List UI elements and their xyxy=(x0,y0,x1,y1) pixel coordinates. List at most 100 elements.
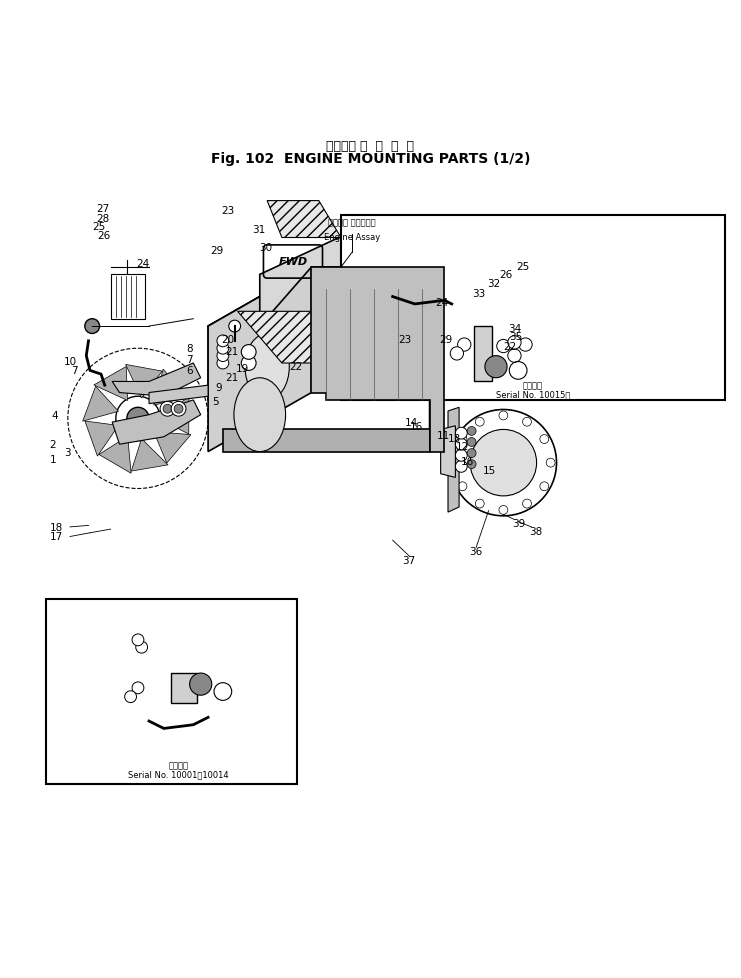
Text: 16: 16 xyxy=(410,422,423,431)
Circle shape xyxy=(470,430,536,497)
Circle shape xyxy=(508,336,521,349)
Circle shape xyxy=(451,347,464,361)
Text: 8: 8 xyxy=(186,344,193,354)
Circle shape xyxy=(458,338,471,352)
Text: Fig. 102  ENGINE MOUNTING PARTS (1/2): Fig. 102 ENGINE MOUNTING PARTS (1/2) xyxy=(210,152,531,165)
Circle shape xyxy=(485,356,507,378)
Text: 13: 13 xyxy=(448,434,461,444)
Circle shape xyxy=(456,427,468,439)
Text: 20: 20 xyxy=(222,335,234,345)
Text: 24: 24 xyxy=(436,298,449,308)
Circle shape xyxy=(127,408,149,430)
Text: 7: 7 xyxy=(186,355,193,365)
Circle shape xyxy=(163,405,172,414)
Text: 5: 5 xyxy=(212,397,219,407)
Circle shape xyxy=(124,691,136,703)
Text: 34: 34 xyxy=(508,324,522,333)
Circle shape xyxy=(217,343,229,355)
Circle shape xyxy=(475,500,484,509)
Text: 38: 38 xyxy=(529,526,542,536)
Text: 36: 36 xyxy=(469,547,482,556)
Text: 37: 37 xyxy=(402,556,416,565)
Ellipse shape xyxy=(234,378,285,452)
Text: 29: 29 xyxy=(439,335,453,345)
Polygon shape xyxy=(171,674,197,703)
Polygon shape xyxy=(85,422,119,457)
Text: 1: 1 xyxy=(50,455,56,465)
Text: エンジン アセンブリ: エンジン アセンブリ xyxy=(328,218,376,227)
Polygon shape xyxy=(268,201,341,239)
Circle shape xyxy=(458,482,467,491)
Polygon shape xyxy=(99,437,131,473)
Text: 22: 22 xyxy=(289,362,302,372)
Polygon shape xyxy=(208,268,445,356)
Text: 4: 4 xyxy=(52,410,59,421)
Text: 12: 12 xyxy=(456,441,468,451)
Text: 15: 15 xyxy=(482,466,496,475)
Text: 21: 21 xyxy=(225,347,239,357)
Polygon shape xyxy=(154,432,191,464)
Text: 9: 9 xyxy=(216,383,222,393)
Circle shape xyxy=(242,345,256,360)
Circle shape xyxy=(508,349,521,363)
Polygon shape xyxy=(159,397,189,434)
Circle shape xyxy=(136,642,147,653)
Polygon shape xyxy=(223,430,430,452)
Circle shape xyxy=(242,356,256,371)
Ellipse shape xyxy=(245,334,289,401)
Text: 18: 18 xyxy=(50,522,63,532)
Polygon shape xyxy=(149,385,208,404)
Text: 16: 16 xyxy=(461,457,473,467)
Polygon shape xyxy=(473,327,492,382)
Circle shape xyxy=(190,674,212,695)
Text: 11: 11 xyxy=(437,430,451,440)
Text: 23: 23 xyxy=(222,206,235,216)
Polygon shape xyxy=(112,364,201,397)
Circle shape xyxy=(456,439,468,451)
Circle shape xyxy=(132,635,144,646)
Text: 21: 21 xyxy=(225,373,239,382)
Text: 26: 26 xyxy=(97,231,110,241)
Text: 6: 6 xyxy=(186,366,193,376)
Text: 17: 17 xyxy=(50,532,63,542)
Text: 22: 22 xyxy=(503,341,516,352)
Text: 10: 10 xyxy=(64,356,77,367)
Text: 適用号番: 適用号番 xyxy=(523,381,543,390)
Circle shape xyxy=(132,683,144,694)
Circle shape xyxy=(499,412,508,421)
Circle shape xyxy=(456,461,468,472)
Text: Serial No. 10015～: Serial No. 10015～ xyxy=(496,390,570,399)
Polygon shape xyxy=(112,401,201,445)
Text: 35: 35 xyxy=(509,332,522,341)
Text: 適用号番: 適用号番 xyxy=(168,761,188,770)
Polygon shape xyxy=(83,387,119,422)
FancyBboxPatch shape xyxy=(341,216,725,401)
Circle shape xyxy=(217,335,229,347)
Text: Engine Assay: Engine Assay xyxy=(324,233,380,243)
Circle shape xyxy=(171,402,186,417)
Circle shape xyxy=(540,435,549,444)
Circle shape xyxy=(496,340,510,353)
Text: 2: 2 xyxy=(50,440,56,450)
Circle shape xyxy=(84,320,99,334)
Circle shape xyxy=(217,350,229,362)
Text: 23: 23 xyxy=(398,334,411,344)
Text: 3: 3 xyxy=(64,447,70,457)
Text: 28: 28 xyxy=(96,213,109,223)
Polygon shape xyxy=(260,224,430,327)
FancyBboxPatch shape xyxy=(46,600,296,784)
Circle shape xyxy=(458,435,467,444)
Circle shape xyxy=(160,402,175,417)
Text: 19: 19 xyxy=(236,364,250,374)
Text: 30: 30 xyxy=(259,243,272,253)
Circle shape xyxy=(468,427,476,436)
Text: 29: 29 xyxy=(210,245,224,256)
Circle shape xyxy=(522,418,531,426)
Polygon shape xyxy=(154,370,187,406)
Polygon shape xyxy=(94,367,127,401)
Polygon shape xyxy=(131,439,168,471)
Text: エンジン 取  付  部  品: エンジン 取 付 部 品 xyxy=(327,140,414,153)
Text: 26: 26 xyxy=(499,270,513,280)
Circle shape xyxy=(174,405,183,414)
Text: 31: 31 xyxy=(253,224,265,235)
